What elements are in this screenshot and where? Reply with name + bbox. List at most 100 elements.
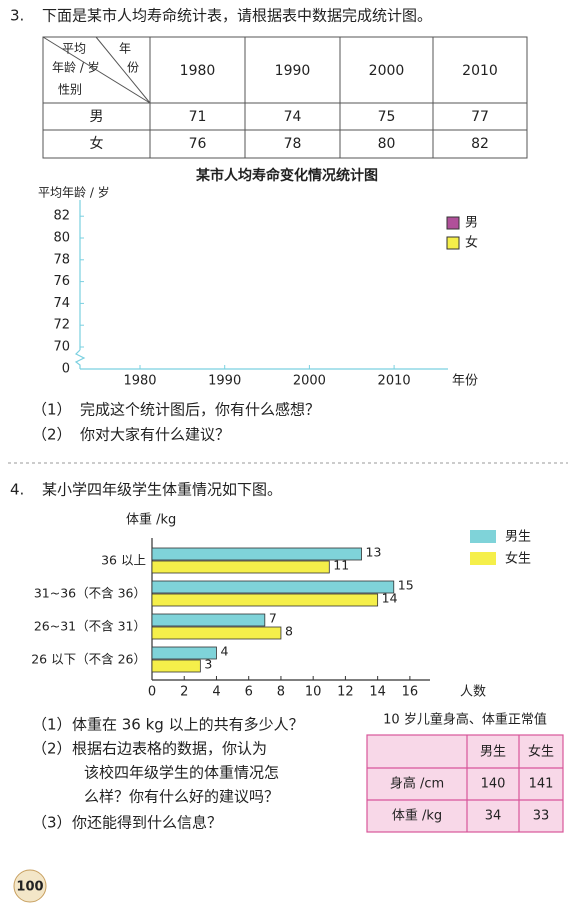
legend-swatch: [446, 236, 460, 250]
y-tick-label: 0: [62, 362, 70, 377]
legend-label: 女生: [505, 551, 531, 567]
bar: [151, 547, 362, 561]
x-tick-label: 6: [245, 685, 253, 700]
data-label: 3: [204, 657, 212, 672]
column-header: 1990: [275, 63, 311, 79]
y-tick-label: 82: [53, 209, 70, 224]
bar: [151, 580, 395, 594]
table-cell: 34: [485, 809, 502, 824]
corner-diagonal: [95, 36, 151, 104]
data-label: 15: [398, 578, 414, 593]
question-label: （3）: [32, 814, 72, 832]
x-tick-label: 1990: [208, 374, 241, 389]
bar: [151, 613, 266, 627]
table-cell: 80: [378, 136, 396, 152]
y-tick-label: 72: [53, 318, 70, 333]
question-text: 完成这个统计图后，你有什么感想？: [80, 401, 320, 419]
corner-label: 份: [127, 61, 139, 75]
page-number-badge: [13, 869, 47, 903]
x-tick-label: 8: [277, 685, 285, 700]
y-tick-label: 74: [53, 296, 70, 311]
x-tick-label: 2: [180, 685, 188, 700]
table-cell: 74: [284, 109, 302, 125]
legend-label: 男: [465, 216, 478, 231]
data-label: 14: [382, 591, 398, 606]
y-tick-label: 26~31（不含 31）: [34, 619, 146, 634]
y-tick-label: 26 以下（不含 26）: [31, 652, 146, 667]
x-axis-label: 人数: [460, 685, 486, 700]
table-cell: 男: [90, 109, 104, 125]
question-label: （1）: [32, 716, 72, 734]
y-tick-label: 31~36（不含 36）: [34, 586, 146, 601]
question-label: （2）: [32, 740, 72, 758]
x-tick-label: 0: [148, 685, 156, 700]
bar: [151, 646, 217, 660]
y-tick-label: 76: [53, 274, 70, 289]
bar: [151, 560, 330, 574]
problem-number: 3.: [10, 7, 24, 25]
legend-swatch: [470, 530, 496, 543]
question-text: 你还能得到什么信息？: [72, 814, 222, 832]
column-header: 男生: [480, 745, 506, 760]
x-tick-label: 1980: [123, 374, 156, 389]
x-tick-label: 16: [402, 685, 419, 700]
y-axis-label: 平均年龄 / 岁: [38, 185, 110, 200]
problem-number: 4.: [10, 481, 24, 499]
x-tick-label: 4: [212, 685, 220, 700]
data-label: 4: [220, 644, 228, 659]
table-cell: 身高 /cm: [390, 776, 444, 792]
question-text: 该校四年级学生的体重情况怎: [84, 764, 279, 782]
legend-swatch: [446, 216, 460, 230]
bar: [151, 659, 201, 673]
column-header: 2000: [369, 63, 405, 79]
x-tick-label: 10: [305, 685, 322, 700]
table-cell: 71: [189, 109, 207, 125]
problem-text: 某小学四年级学生体重情况如下图。: [42, 481, 282, 499]
table-cell: 77: [471, 109, 489, 125]
question-text: 体重在 36 kg 以上的共有多少人？: [72, 716, 304, 734]
table-border: [42, 36, 528, 159]
problem-text: 下面是某市人均寿命统计表，请根据表中数据完成统计图。: [42, 7, 432, 25]
y-tick-label: 36 以上: [101, 553, 146, 568]
legend-swatch: [470, 552, 496, 565]
table-cell: 141: [529, 777, 554, 792]
table-title: 10 岁儿童身高、体重正常值: [383, 712, 547, 728]
table-cell: 33: [533, 809, 550, 824]
table-cell: 女: [90, 135, 104, 152]
page-number: 100: [16, 880, 43, 895]
bar: [151, 626, 282, 640]
column-header: 女生: [528, 744, 554, 760]
x-tick-label: 2010: [378, 374, 411, 389]
chart-title: 某市人均寿命变化情况统计图: [196, 167, 378, 184]
corner-label: 平均: [62, 42, 86, 56]
data-label: 8: [285, 624, 293, 639]
question-text: 你对大家有什么建议？: [80, 426, 230, 444]
corner-label: 年龄 / 岁: [52, 60, 100, 75]
y-tick-label: 70: [53, 340, 70, 355]
data-label: 13: [366, 545, 382, 560]
column-header: 2010: [462, 63, 498, 79]
y-tick-label: 80: [53, 231, 70, 246]
table-background: [366, 734, 564, 833]
table-cell: 82: [471, 136, 489, 152]
axis-break: [74, 349, 86, 369]
question-text: 根据右边表格的数据，你认为: [72, 740, 267, 758]
corner-label: 年: [119, 42, 131, 56]
column-header: 1980: [180, 63, 216, 79]
corner-label: 性别: [58, 83, 82, 97]
bar: [151, 593, 379, 607]
question-label: （1）: [32, 401, 72, 419]
x-tick-label: 14: [369, 685, 386, 700]
data-label: 11: [333, 558, 349, 573]
question-text: 么样？你有什么好的建议吗？: [84, 788, 279, 806]
y-tick-label: 78: [53, 252, 70, 267]
table-cell: 140: [481, 777, 506, 792]
x-tick-label: 12: [337, 685, 354, 700]
corner-diagonal: [42, 36, 151, 104]
question-label: （2）: [32, 426, 72, 444]
table-cell: 75: [378, 109, 396, 125]
table-cell: 体重 /kg: [392, 808, 442, 824]
x-axis-label: 年份: [452, 374, 478, 389]
data-label: 7: [269, 611, 277, 626]
